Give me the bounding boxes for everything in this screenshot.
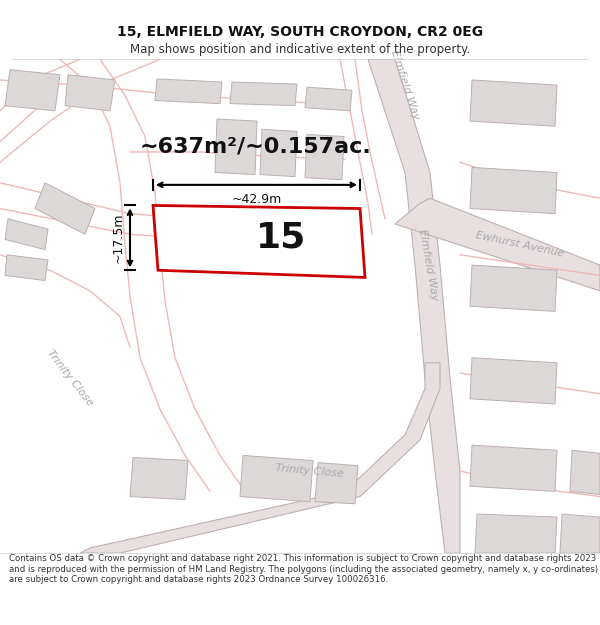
Text: 15: 15 — [256, 221, 307, 255]
Polygon shape — [80, 363, 440, 553]
Polygon shape — [155, 79, 222, 104]
Polygon shape — [5, 69, 60, 111]
Polygon shape — [470, 445, 557, 491]
Polygon shape — [5, 219, 48, 249]
Polygon shape — [395, 198, 600, 291]
Polygon shape — [5, 255, 48, 281]
Polygon shape — [260, 129, 297, 177]
Text: ~42.9m: ~42.9m — [232, 193, 281, 206]
Polygon shape — [470, 265, 557, 311]
Text: Elmfield Way: Elmfield Way — [389, 49, 421, 121]
Polygon shape — [560, 514, 600, 553]
Text: Ewhurst Avenue: Ewhurst Avenue — [475, 230, 565, 259]
Polygon shape — [65, 75, 115, 111]
Polygon shape — [35, 182, 95, 234]
Text: ~637m²/~0.157ac.: ~637m²/~0.157ac. — [139, 137, 371, 157]
Polygon shape — [215, 119, 257, 174]
Text: Trinity Close: Trinity Close — [275, 463, 344, 479]
Polygon shape — [470, 80, 557, 126]
Text: ~17.5m: ~17.5m — [112, 213, 125, 263]
Polygon shape — [240, 456, 313, 502]
Text: Trinity Close: Trinity Close — [45, 348, 95, 408]
Polygon shape — [368, 59, 460, 553]
Polygon shape — [305, 87, 352, 111]
Polygon shape — [315, 462, 358, 504]
Text: Contains OS data © Crown copyright and database right 2021. This information is : Contains OS data © Crown copyright and d… — [9, 554, 598, 584]
Polygon shape — [470, 168, 557, 214]
Text: Elmfield Way: Elmfield Way — [417, 229, 439, 302]
Polygon shape — [153, 206, 365, 278]
Text: Map shows position and indicative extent of the property.: Map shows position and indicative extent… — [130, 44, 470, 56]
Polygon shape — [470, 357, 557, 404]
Polygon shape — [570, 450, 600, 494]
Polygon shape — [230, 82, 297, 106]
Polygon shape — [305, 134, 344, 180]
Polygon shape — [130, 458, 188, 499]
Text: 15, ELMFIELD WAY, SOUTH CROYDON, CR2 0EG: 15, ELMFIELD WAY, SOUTH CROYDON, CR2 0EG — [117, 26, 483, 39]
Polygon shape — [475, 514, 557, 553]
